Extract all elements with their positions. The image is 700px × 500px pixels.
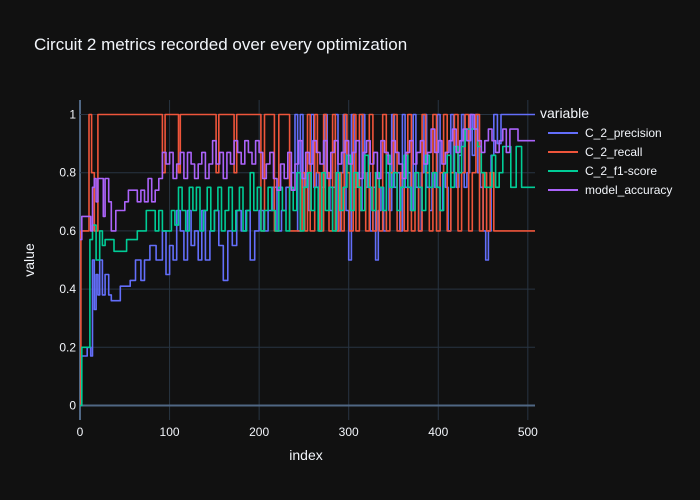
x-tick-label: 400 bbox=[428, 425, 448, 439]
x-tick-label: 300 bbox=[339, 425, 359, 439]
y-tick-label: 0.6 bbox=[59, 224, 76, 238]
series-line-model_accuracy bbox=[80, 113, 535, 241]
x-tick-label: 100 bbox=[160, 425, 180, 439]
legend-item-label: C_2_precision bbox=[585, 126, 662, 140]
y-tick-label: 0.8 bbox=[59, 166, 76, 180]
x-axis-title: index bbox=[289, 447, 322, 463]
legend: variable C_2_precision C_2_recall C_2_f1-s… bbox=[540, 105, 672, 197]
chart-title: Circuit 2 metrics recorded over every op… bbox=[34, 35, 407, 54]
tick-layer: 0 100 200 300 400 500 0 0.2 0.4 0.6 0.8 1 bbox=[59, 108, 538, 439]
y-tick-label: 0.4 bbox=[59, 282, 76, 296]
x-tick-label: 0 bbox=[77, 425, 84, 439]
legend-title: variable bbox=[540, 105, 589, 121]
legend-item-label: C_2_recall bbox=[585, 145, 642, 159]
x-tick-label: 500 bbox=[518, 425, 538, 439]
x-tick-label: 200 bbox=[249, 425, 269, 439]
series-line-C_2_recall bbox=[80, 113, 535, 407]
y-tick-label: 0 bbox=[69, 398, 76, 412]
series-line-C_2_f1-score bbox=[80, 128, 535, 407]
y-tick-label: 1 bbox=[69, 108, 76, 122]
y-axis-title: value bbox=[21, 243, 37, 277]
series-layer bbox=[80, 113, 535, 407]
plot-area: 0 100 200 300 400 500 0 0.2 0.4 0.6 0.8 1 bbox=[59, 100, 538, 439]
legend-item-label: model_accuracy bbox=[585, 183, 672, 197]
y-tick-label: 0.2 bbox=[59, 340, 76, 354]
legend-item-label: C_2_f1-score bbox=[585, 164, 657, 178]
